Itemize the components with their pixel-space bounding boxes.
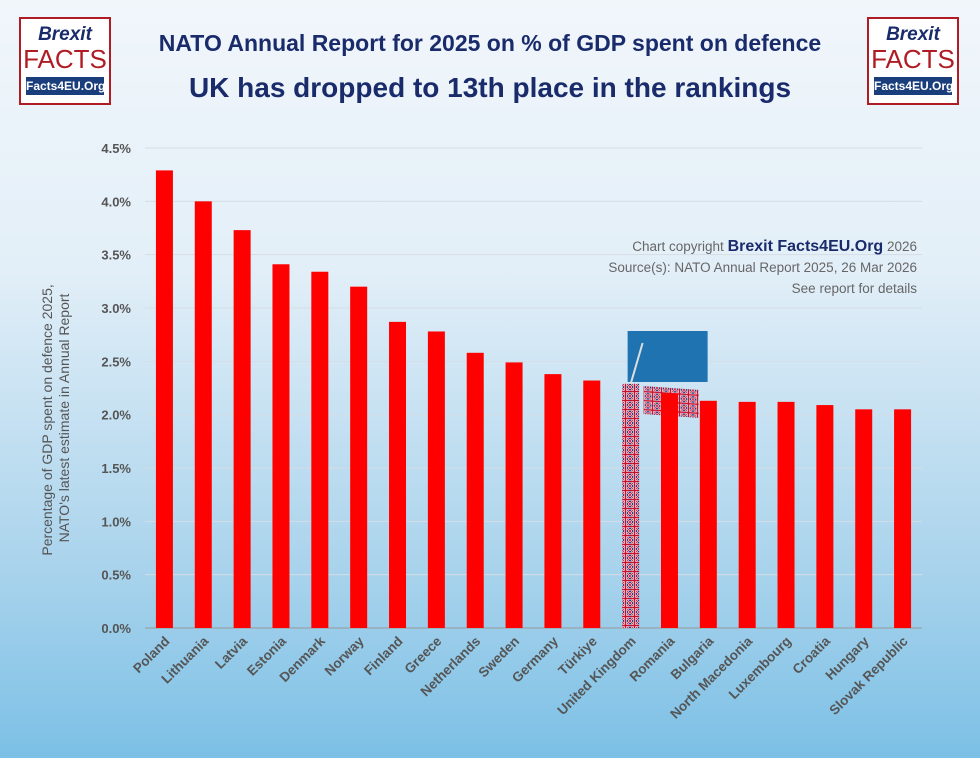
y-tick-label: 1.5%	[101, 461, 131, 476]
y-tick-label: 1.0%	[101, 514, 131, 529]
logo-text: Brexit	[886, 24, 940, 45]
y-tick-label: 0.0%	[101, 621, 131, 636]
bar-finland	[389, 321, 407, 628]
copyright-note: Chart copyright Brexit Facts4EU.Org 2026…	[608, 236, 917, 299]
bar-slovak-republic	[894, 409, 912, 628]
brexit-facts-logo-left: Brexit FACTS Facts4EU.Org	[19, 17, 111, 105]
bar-denmark	[311, 271, 329, 628]
source-note: Source(s): NATO Annual Report 2025, 26 M…	[608, 260, 917, 275]
bar-netherlands	[466, 352, 484, 628]
bar-lithuania	[194, 201, 212, 629]
credit-brand: Brexit Facts4EU.Org	[727, 238, 884, 255]
bar-croatia	[816, 405, 834, 628]
bar-hungary	[855, 409, 873, 628]
logo-text: Facts4EU.Org	[26, 77, 106, 95]
logo-text: FACTS	[871, 44, 955, 74]
details-note: See report for details	[791, 281, 917, 296]
y-tick-label: 3.0%	[101, 301, 131, 316]
y-tick-label: 3.5%	[101, 248, 131, 263]
bar-north-macedonia	[738, 401, 756, 628]
y-tick-label: 4.0%	[101, 194, 131, 209]
logo-text: FACTS	[23, 44, 107, 74]
flag-background	[627, 331, 708, 382]
bar-greece	[427, 331, 445, 628]
y-tick-label: 2.5%	[101, 354, 131, 369]
bar-romania	[660, 393, 678, 628]
x-tick-label: Norway	[322, 633, 367, 678]
logo-text: Brexit	[38, 24, 92, 45]
bar-sweden	[505, 362, 523, 628]
credit-year: 2026	[886, 239, 917, 254]
logo-text: Facts4EU.Org	[874, 77, 954, 95]
brexit-facts-logo-right: Brexit FACTS Facts4EU.Org	[867, 17, 959, 105]
chart-title: NATO Annual Report for 2025 on % of GDP …	[158, 30, 822, 56]
bar-estonia	[272, 264, 290, 628]
flagpole	[629, 342, 644, 385]
y-tick-label: 4.5%	[101, 141, 131, 156]
y-tick-label: 2.0%	[101, 408, 131, 423]
y-axis-label-line: Percentage of GDP spent on defence 2025,	[39, 284, 55, 555]
credit-prefix: Chart copyright	[632, 239, 724, 254]
bar-germany	[544, 374, 562, 628]
bar-türkiye	[583, 380, 601, 628]
y-axis-label: Percentage of GDP spent on defence 2025,…	[39, 280, 72, 555]
bar-poland	[155, 170, 173, 628]
chart-subtitle: UK has dropped to 13th place in the rank…	[188, 72, 792, 103]
y-axis-label-line: NATO's latest estimate in Annual Report	[56, 293, 72, 542]
x-tick-label: Finland	[361, 634, 406, 679]
bar-luxembourg	[777, 401, 795, 628]
bar-united-kingdom	[622, 383, 640, 628]
bar-bulgaria	[699, 400, 717, 628]
bar-norway	[350, 286, 368, 628]
y-tick-label: 0.5%	[101, 568, 131, 583]
bar-latvia	[233, 230, 251, 628]
